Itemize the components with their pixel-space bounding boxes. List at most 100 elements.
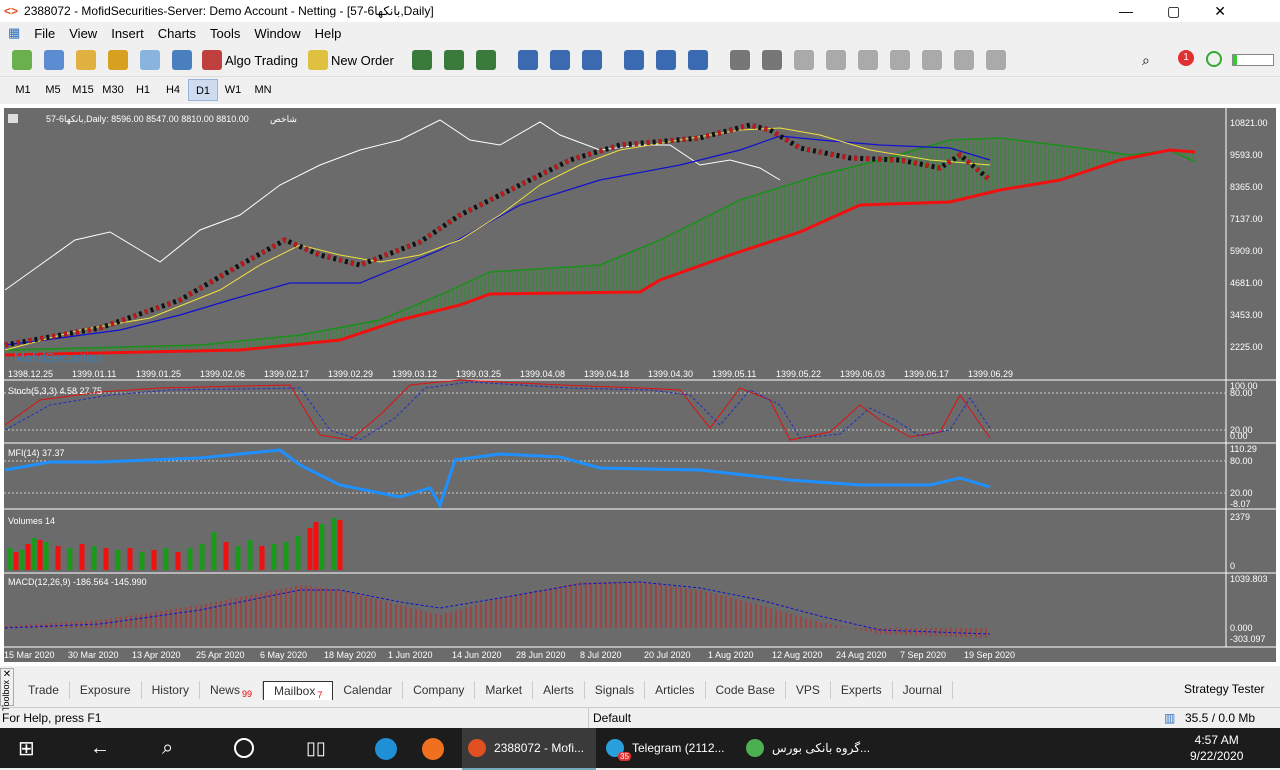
menu-item[interactable]: Insert [111, 25, 144, 41]
clock: 4:57 AM 9/22/2020 [1190, 732, 1243, 764]
window-controls[interactable]: —▢✕ [1119, 2, 1260, 19]
bottom-date: 7 Sep 2020 [900, 650, 946, 660]
tab[interactable]: Exposure [70, 681, 142, 699]
cursor[interactable] [729, 50, 750, 70]
candle-chart[interactable] [443, 50, 464, 70]
trendline[interactable] [857, 50, 878, 70]
date-label: 1399.06.29 [968, 369, 1013, 379]
bottom-date: 25 Apr 2020 [196, 650, 245, 660]
search[interactable]: ⌕ [1142, 51, 1150, 68]
task-view[interactable]: ▯▯ [306, 737, 326, 758]
tab[interactable]: Mailbox 7 [262, 680, 334, 700]
fibo[interactable] [889, 50, 910, 70]
profiles[interactable] [44, 50, 64, 70]
taskbar-app[interactable]: گروه بانکی بورس... [740, 728, 874, 768]
tab[interactable]: Experts [831, 681, 893, 699]
bottom-date: 18 May 2020 [324, 650, 376, 660]
autoscroll[interactable] [623, 50, 644, 70]
date-label: 1399.02.06 [200, 369, 245, 379]
tab-label: Calendar [343, 683, 393, 697]
vps[interactable] [172, 50, 192, 70]
mfi-level: 20.00 [1230, 488, 1253, 498]
signals[interactable] [140, 50, 160, 70]
edge[interactable] [375, 738, 397, 760]
timeframe[interactable]: D1 [188, 79, 218, 101]
tab[interactable]: Trade [18, 681, 70, 699]
strategy-tester[interactable]: Strategy Tester [1184, 682, 1265, 696]
crosshair[interactable] [761, 50, 782, 70]
stoch-signal [4, 381, 991, 441]
tab-label: Experts [840, 683, 882, 697]
date-label: 1399.06.17 [904, 369, 949, 379]
hline[interactable] [825, 50, 846, 70]
menu-item[interactable]: Charts [157, 25, 197, 41]
back[interactable]: ← [90, 736, 110, 759]
menu-item[interactable]: Help [314, 25, 342, 41]
fibo-fan[interactable] [921, 50, 942, 70]
stoch-main [4, 379, 991, 441]
timeframe[interactable]: M15 [72, 84, 94, 96]
toolbox-handle[interactable]: ✕ Toolbox [0, 668, 14, 711]
notification-badge[interactable]: 1 [1178, 50, 1194, 66]
tab[interactable]: Articles [645, 681, 706, 699]
menu-item[interactable]: Window [254, 25, 301, 41]
timeframe[interactable]: M1 [15, 84, 31, 96]
shapes[interactable] [985, 50, 1006, 70]
tab[interactable]: Signals [585, 681, 646, 699]
tenkan [4, 127, 991, 351]
tab[interactable]: Alerts [533, 681, 585, 699]
tab[interactable]: History [142, 681, 200, 699]
start[interactable]: ⊞ [18, 737, 35, 760]
zoom-in[interactable] [517, 50, 538, 70]
text[interactable] [953, 50, 974, 70]
firefox[interactable] [422, 738, 444, 760]
menu-item[interactable]: Tools [210, 25, 241, 41]
date-label: 1399.04.08 [520, 369, 565, 379]
tab[interactable]: News 99 [200, 681, 263, 699]
tile[interactable] [581, 50, 602, 70]
taskbar-app[interactable]: 2388072 - Mofi... [462, 728, 596, 770]
timeframe[interactable]: W1 [224, 84, 242, 96]
algo-trading[interactable]: Algo Trading [202, 50, 298, 70]
price-label: 8365.00 [1230, 182, 1263, 192]
navigator[interactable] [108, 50, 128, 70]
tab[interactable]: Calendar [333, 681, 404, 699]
timeframe[interactable]: H4 [165, 84, 181, 96]
watermark: MofidSecurities [14, 350, 103, 365]
zoom-out[interactable] [549, 50, 570, 70]
mfi-label: MFI(14) 37.37 [8, 448, 65, 458]
shift[interactable] [655, 50, 676, 70]
line-chart[interactable] [475, 50, 496, 70]
timeframe[interactable]: M30 [102, 84, 124, 96]
new-chart[interactable] [12, 50, 32, 70]
search[interactable]: ⌕ [162, 736, 174, 759]
timeframe[interactable]: M5 [45, 84, 61, 96]
menu-item[interactable]: File [34, 25, 56, 41]
mfi-level: 110.29 [1230, 444, 1257, 454]
app-label: 2388072 - Mofi... [494, 741, 585, 755]
bar-chart[interactable] [411, 50, 432, 70]
price-label: 9593.00 [1230, 150, 1263, 160]
menu-item[interactable]: View [69, 25, 98, 41]
tab[interactable]: Company [403, 681, 476, 699]
cortana[interactable] [234, 738, 254, 758]
tab-label: Mailbox [273, 683, 316, 698]
lvl [1206, 51, 1222, 67]
taskbar-app[interactable]: Telegram (2112... 35 [600, 728, 734, 768]
tab[interactable]: Code Base [706, 681, 786, 699]
timeframe[interactable]: MN [254, 84, 272, 96]
tab[interactable]: Market [475, 681, 534, 699]
tab[interactable]: Journal [893, 681, 953, 699]
volume-down [13, 520, 343, 570]
vline[interactable] [793, 50, 814, 70]
new-order[interactable]: New Order [308, 50, 394, 70]
indicators[interactable] [687, 50, 708, 70]
title-bar: <> 2388072 - MofidSecurities-Server: Dem… [0, 0, 1280, 22]
status-profile: Default [588, 708, 631, 728]
timeframe[interactable]: H1 [135, 84, 151, 96]
tab[interactable]: VPS [786, 681, 831, 699]
market-watch[interactable] [76, 50, 96, 70]
tab-badge: 7 [317, 689, 323, 700]
tab-label: Market [485, 683, 523, 697]
